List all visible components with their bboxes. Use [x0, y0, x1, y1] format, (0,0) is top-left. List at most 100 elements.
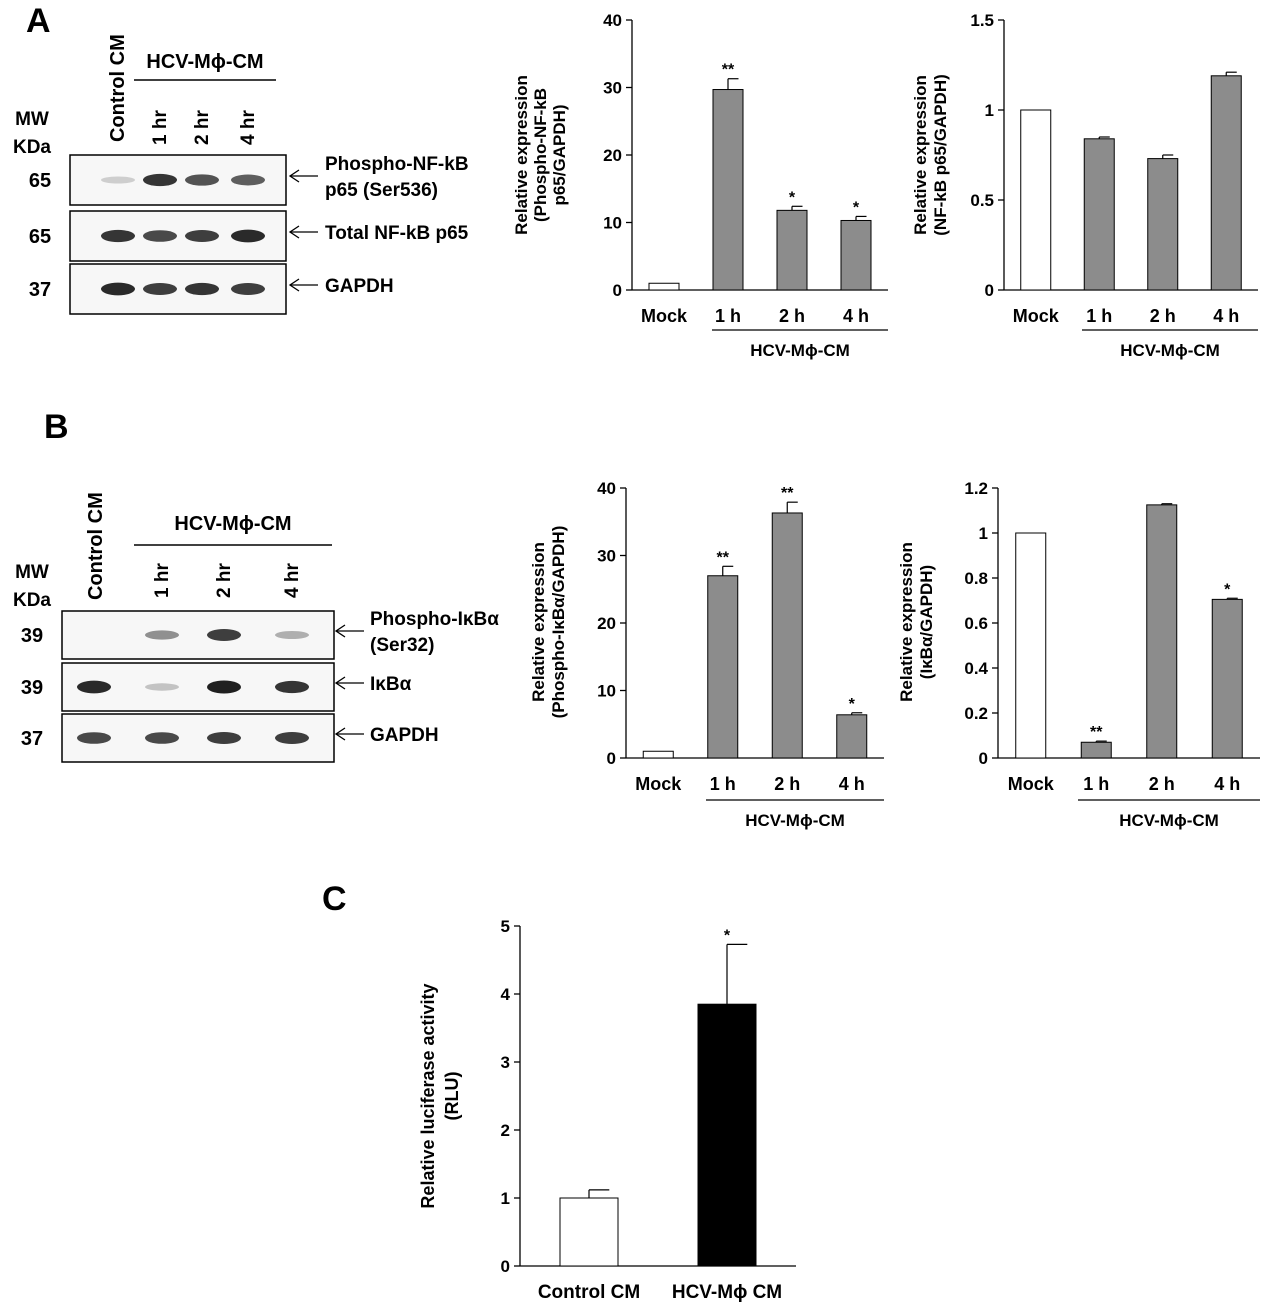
significance-marker: * [849, 696, 856, 713]
protein-band [231, 283, 265, 295]
y-tick-label: 5 [501, 917, 510, 936]
mw-header: KDa [13, 137, 51, 158]
y-tick-label: 1 [979, 524, 988, 543]
y-tick-label: 3 [501, 1053, 510, 1072]
protein-band [231, 174, 265, 186]
protein-band [143, 173, 177, 187]
mw-value: 39 [21, 677, 43, 699]
bar [836, 714, 868, 759]
mw-header: MW [15, 109, 49, 130]
x-tick-label: 2 h [774, 774, 800, 794]
y-axis-label-line: (Phospho-NF-kB [531, 88, 550, 222]
protein-label: GAPDH [325, 276, 394, 297]
bar [771, 512, 803, 759]
x-tick-label: 1 h [715, 306, 741, 326]
mw-value: 37 [21, 728, 43, 750]
arrow-head-icon [288, 169, 300, 183]
bar [642, 750, 674, 759]
panel-label-b: B [44, 408, 69, 446]
y-tick-label: 0.5 [970, 191, 994, 210]
significance-marker: ** [722, 62, 735, 79]
y-axis-label-line: Relative expression [897, 542, 916, 702]
protein-band [145, 732, 179, 744]
y-axis-label-line: (Phospho-IκBα/GAPDH) [549, 526, 568, 719]
y-tick-label: 4 [501, 985, 511, 1004]
protein-band [185, 282, 219, 296]
x-tick-label: 2 h [779, 306, 805, 326]
mw-value: 65 [29, 170, 51, 192]
y-tick-label: 0 [501, 1257, 510, 1276]
y-tick-label: 40 [597, 479, 616, 498]
mw-header: MW [15, 562, 49, 583]
bar [697, 1003, 757, 1267]
lane-label: 2 hr [214, 563, 235, 598]
y-axis-label-line: (NF-kB p65/GAPDH) [931, 74, 950, 236]
mw-value: 65 [29, 226, 51, 248]
protein-label: Phospho-IκBα [370, 609, 499, 630]
x-tick-label: Mock [1013, 306, 1060, 326]
bar [707, 575, 739, 759]
protein-band [231, 229, 265, 243]
protein-label: p65 (Ser536) [325, 180, 438, 201]
bar [1146, 504, 1178, 759]
lane-label: 2 hr [192, 110, 213, 145]
y-axis-label-line: p65/GAPDH) [550, 104, 569, 205]
significance-marker: * [789, 189, 796, 206]
lane-label: 4 hr [282, 563, 303, 598]
y-tick-label: 1 [985, 101, 994, 120]
protein-band [207, 732, 241, 744]
bar [776, 209, 808, 291]
y-axis-label-line: (RLU) [442, 1072, 462, 1121]
group-label: HCV-Mϕ-CM [745, 811, 845, 830]
protein-band [185, 230, 219, 242]
y-axis-label-line: (IκBα/GAPDH) [917, 565, 936, 679]
arrow-head-icon [334, 676, 346, 690]
group-label: HCV-Mϕ-CM [1120, 341, 1220, 360]
bar [1147, 158, 1179, 291]
x-tick-label: 2 h [1150, 306, 1176, 326]
y-tick-label: 0.6 [964, 614, 988, 633]
x-tick-label: 4 h [839, 774, 865, 794]
x-tick-label: Control CM [538, 1282, 640, 1303]
y-tick-label: 2 [501, 1121, 510, 1140]
y-tick-label: 0.4 [964, 659, 988, 678]
protein-band [77, 732, 111, 744]
y-tick-label: 30 [597, 547, 616, 566]
y-tick-label: 1 [501, 1189, 510, 1208]
y-tick-label: 10 [597, 682, 616, 701]
y-axis-label-line: Relative luciferase activity [418, 983, 438, 1208]
panel-label-c: C [322, 880, 347, 918]
y-tick-label: 0.2 [964, 704, 988, 723]
protein-label: (Ser32) [370, 635, 434, 656]
protein-band [207, 680, 241, 694]
x-tick-label: Mock [1008, 774, 1055, 794]
protein-band [145, 683, 179, 691]
significance-marker: ** [717, 549, 730, 566]
y-axis-label-line: Relative expression [911, 75, 930, 235]
y-tick-label: 0 [985, 281, 994, 300]
y-axis-label: Relative expression(Phospho-NF-kBp65/GAP… [512, 75, 569, 235]
lane-label: 4 hr [238, 110, 259, 145]
y-axis-label-line: Relative expression [512, 75, 531, 235]
protein-label: Total NF-kB p65 [325, 223, 469, 244]
y-axis-label: Relative expression(Phospho-IκBα/GAPDH) [529, 526, 568, 719]
y-tick-label: 1.2 [964, 479, 988, 498]
bar [840, 219, 872, 291]
x-tick-label: 1 h [1083, 774, 1109, 794]
y-tick-label: 10 [603, 214, 622, 233]
bar [1083, 138, 1115, 291]
x-tick-label: 4 h [843, 306, 869, 326]
bar [1211, 598, 1243, 759]
protein-band [77, 680, 111, 694]
protein-band [275, 732, 309, 744]
x-tick-label: 4 h [1213, 306, 1239, 326]
lane-label: 1 hr [150, 110, 171, 145]
protein-band [145, 630, 179, 640]
y-tick-label: 20 [603, 146, 622, 165]
bar [648, 282, 680, 291]
protein-label: IκBα [370, 674, 412, 695]
